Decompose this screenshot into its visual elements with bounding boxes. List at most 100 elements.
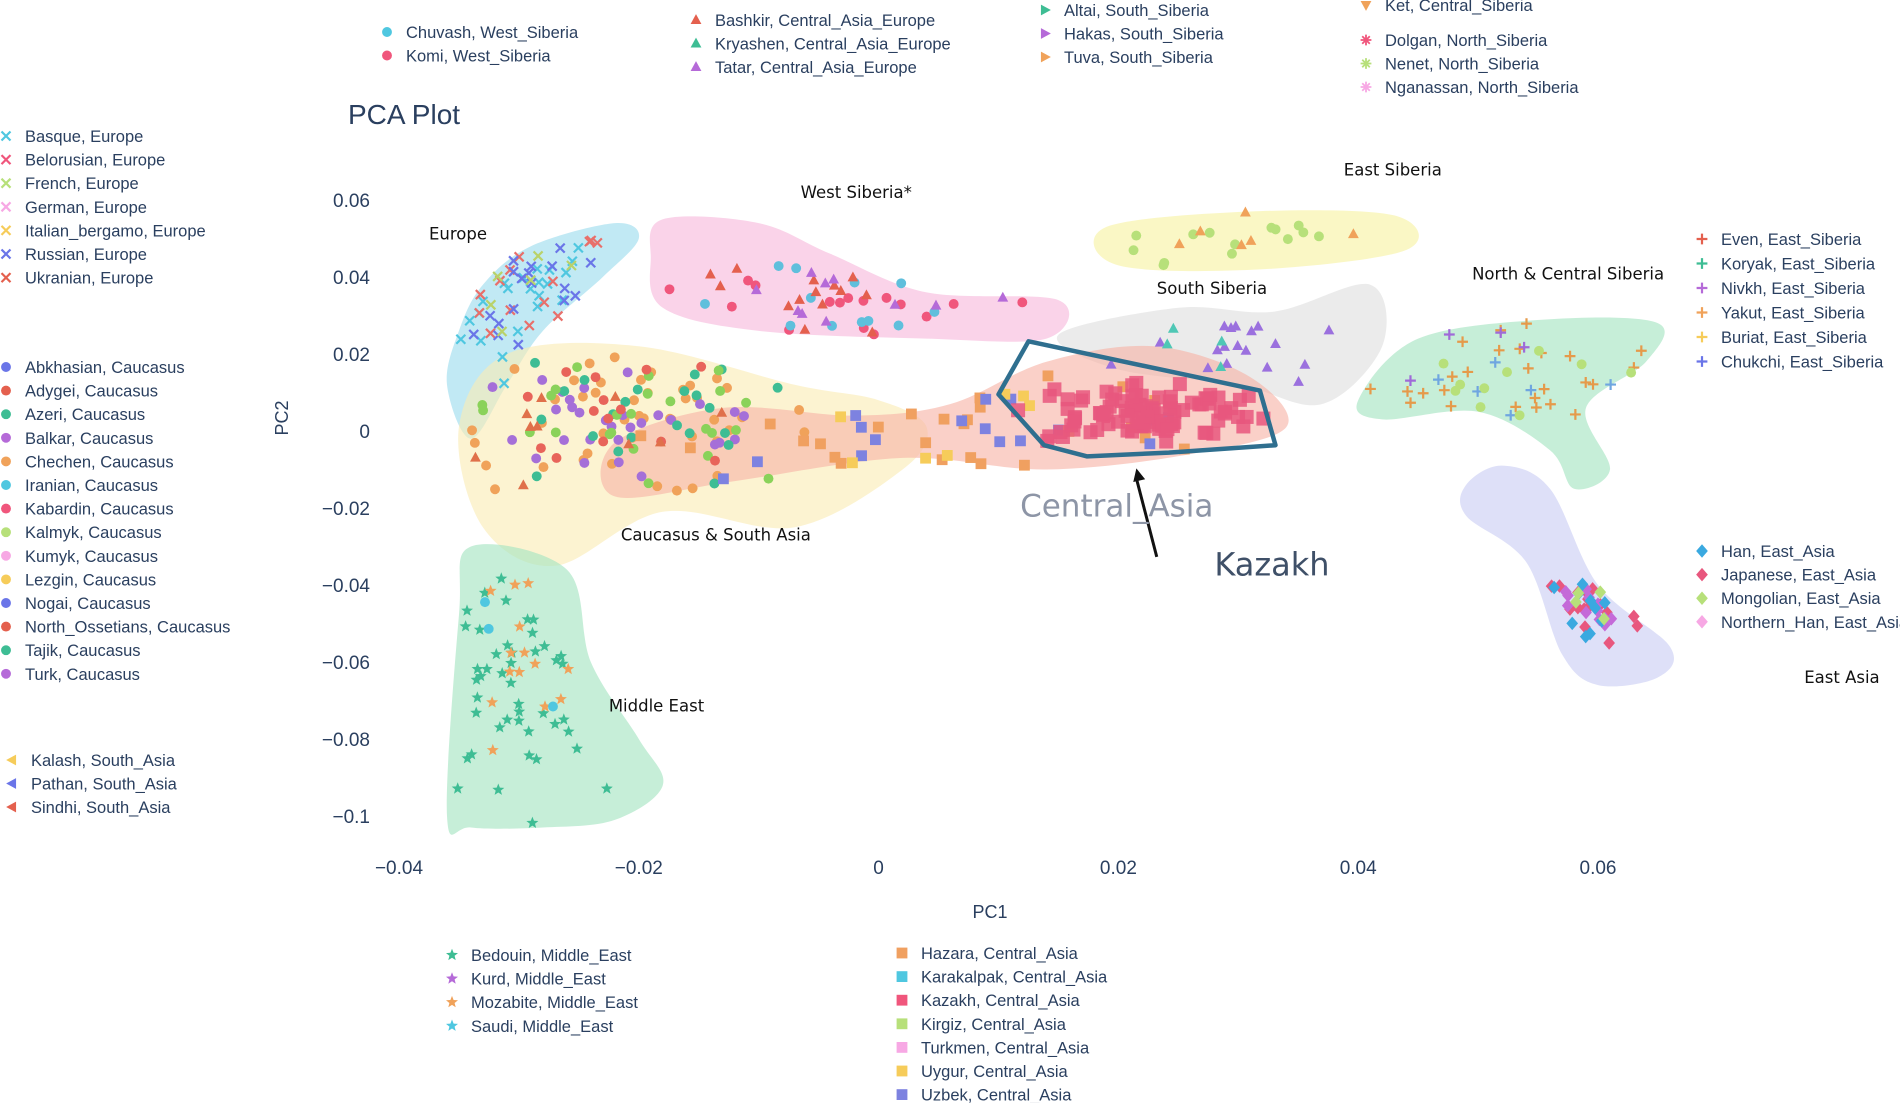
legend-item[interactable]: North_Ossetians, Caucasus <box>1 619 230 637</box>
legend-item[interactable]: Pathan, South_Asia <box>6 776 178 794</box>
data-point <box>530 753 543 765</box>
legend-label: Ukranian, Europe <box>25 270 153 288</box>
data-point <box>505 656 518 669</box>
legend-item[interactable]: Nogai, Caucasus <box>1 595 151 613</box>
legend-item[interactable]: Bashkir, Central_Asia_Europe <box>690 12 936 30</box>
legend-item[interactable]: Uygur, Central_Asia <box>896 1063 1069 1081</box>
legend-marker <box>690 14 702 25</box>
legend-item[interactable]: Dolgan, North_Siberia <box>1360 32 1549 50</box>
legend-item[interactable]: Northern_Han, East_Asia <box>1696 614 1900 632</box>
data-point <box>470 673 483 685</box>
legend-item[interactable]: Russian, Europe <box>0 246 148 264</box>
legend-item[interactable]: Buriat, East_Siberia <box>1696 329 1868 347</box>
legend-item[interactable]: Kurd, Middle_East <box>446 971 606 989</box>
data-point <box>530 357 540 368</box>
data-point <box>538 639 551 652</box>
legend-item[interactable]: Tajik, Caucasus <box>1 642 141 660</box>
data-point <box>835 285 847 295</box>
data-point <box>695 399 705 410</box>
data-point <box>1587 378 1599 390</box>
legend-item[interactable]: Balkar, Caucasus <box>1 430 153 448</box>
legend-item[interactable]: Altai, South_Siberia <box>1040 2 1210 20</box>
data-point <box>487 382 498 393</box>
legend-item[interactable]: Mongolian, East_Asia <box>1696 590 1881 608</box>
legend-item[interactable]: Sindhi, South_Asia <box>6 799 171 817</box>
legend-item[interactable]: Kirgiz, Central_Asia <box>896 1016 1067 1034</box>
legend-item[interactable]: Yakut, East_Siberia <box>1696 305 1866 323</box>
legend-marker <box>1 668 11 679</box>
legend-item[interactable]: Hakas, South_Siberia <box>1040 26 1224 44</box>
legend-label: Balkar, Caucasus <box>25 430 153 448</box>
legend-item[interactable]: Bedouin, Middle_East <box>446 947 632 965</box>
legend-marker <box>896 1018 908 1030</box>
legend-item[interactable]: Turk, Caucasus <box>1 666 140 684</box>
legend-item[interactable]: German, Europe <box>0 199 147 217</box>
data-point <box>1293 220 1304 231</box>
legend-item[interactable]: Ket, Central_Siberia <box>1360 0 1534 15</box>
data-point <box>567 402 578 413</box>
legend-item[interactable]: Adygei, Caucasus <box>1 383 158 401</box>
legend-item[interactable]: Tatar, Central_Asia_Europe <box>690 59 917 77</box>
region-label: Middle East <box>609 697 705 716</box>
legend-item[interactable]: Nenet, North_Siberia <box>1360 56 1540 74</box>
legend-item[interactable]: Japanese, East_Asia <box>1696 567 1877 585</box>
legend-item[interactable]: Hazara, Central_Asia <box>896 945 1079 963</box>
legend-item[interactable]: Basque, Europe <box>0 128 144 146</box>
legend-item[interactable]: Turkmen, Central_Asia <box>896 1039 1090 1057</box>
data-point <box>562 662 575 675</box>
data-point <box>579 457 590 468</box>
legend-item[interactable]: Kryashen, Central_Asia_Europe <box>690 36 951 54</box>
y-tick-label: 0.02 <box>333 345 370 366</box>
legend-item[interactable]: Lezgin, Caucasus <box>1 571 156 589</box>
kazakh-point <box>1231 409 1246 424</box>
y-tick-label: −0.02 <box>322 499 370 520</box>
legend-item[interactable]: Belorusian, Europe <box>0 152 166 170</box>
legend-item[interactable]: Komi, West_Siberia <box>382 48 551 66</box>
legend-item[interactable]: Italian_bergamo, Europe <box>0 222 206 240</box>
legend-item[interactable]: Chukchi, East_Siberia <box>1696 354 1885 372</box>
legend-item[interactable]: Iranian, Caucasus <box>1 477 158 495</box>
legend-item[interactable]: Koryak, East_Siberia <box>1696 256 1876 274</box>
legend-item[interactable]: Chechen, Caucasus <box>1 453 174 471</box>
data-point <box>603 413 614 424</box>
legend-marker <box>446 948 458 961</box>
data-point <box>1246 325 1257 336</box>
data-point <box>1475 402 1486 413</box>
kazakh-point <box>1055 429 1070 444</box>
legend-item[interactable]: Kalmyk, Caucasus <box>1 524 162 542</box>
data-point <box>1603 636 1615 650</box>
legend-marker <box>6 778 17 789</box>
kazakh-point <box>1199 425 1214 440</box>
data-point <box>921 311 932 322</box>
data-point <box>512 339 524 350</box>
legend-item[interactable]: French, Europe <box>0 175 139 193</box>
data-point <box>493 721 506 733</box>
data-point <box>1188 229 1199 240</box>
legend-item[interactable]: Mozabite, Middle_East <box>446 994 638 1012</box>
legend-item[interactable]: Chuvash, West_Siberia <box>382 24 579 42</box>
legend-item[interactable]: Kumyk, Caucasus <box>1 548 158 566</box>
legend-item[interactable]: Kabardin, Caucasus <box>1 501 174 519</box>
legend-item[interactable]: Even, East_Siberia <box>1696 231 1863 249</box>
legend-item[interactable]: Nivkh, East_Siberia <box>1696 280 1866 298</box>
legend-item[interactable]: Uzbek, Central_Asia <box>896 1087 1073 1103</box>
legend-marker <box>0 177 12 189</box>
legend-label: Kalash, South_Asia <box>31 752 176 770</box>
data-point <box>469 437 480 448</box>
legend-item[interactable]: Abkhasian, Caucasus <box>1 359 185 377</box>
data-point <box>526 626 539 638</box>
data-point <box>554 242 566 254</box>
legend-item[interactable]: Han, East_Asia <box>1696 543 1836 561</box>
data-point <box>1194 225 1206 236</box>
legend-item[interactable]: Karakalpak, Central_Asia <box>896 969 1108 987</box>
legend-item[interactable]: Kazakh, Central_Asia <box>896 992 1081 1010</box>
legend-item[interactable]: Nganassan, North_Siberia <box>1360 79 1580 97</box>
legend-label: Tuva, South_Siberia <box>1064 49 1214 67</box>
legend-item[interactable]: Azeri, Caucasus <box>1 406 145 424</box>
data-point <box>1566 616 1579 631</box>
legend-item[interactable]: Ukranian, Europe <box>0 270 154 288</box>
legend-item[interactable]: Kalash, South_Asia <box>6 752 176 770</box>
legend-item[interactable]: Tuva, South_Siberia <box>1040 49 1214 67</box>
legend-item[interactable]: Saudi, Middle_East <box>446 1018 614 1036</box>
